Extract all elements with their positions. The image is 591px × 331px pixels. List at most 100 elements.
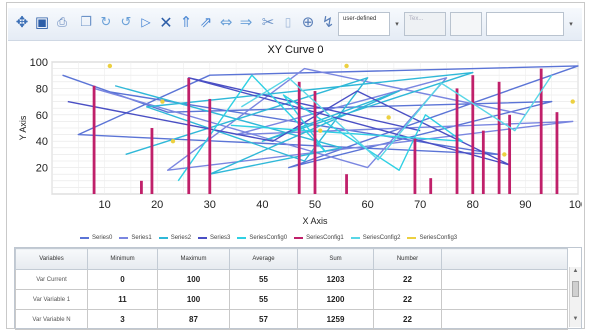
refresh-icon[interactable]: ↻: [100, 14, 112, 30]
close-icon[interactable]: ✕: [159, 12, 173, 32]
print-icon[interactable]: ⎙: [57, 14, 67, 29]
point-SeriesConfig3: [318, 128, 323, 133]
undo-icon[interactable]: ↺: [120, 14, 132, 30]
x-tick-label: 100: [569, 199, 582, 211]
text-select[interactable]: Tex...: [404, 12, 446, 36]
empty-cell: [441, 269, 568, 290]
bar-SeriesConfig1: [539, 68, 543, 194]
column-header[interactable]: Maximum: [157, 248, 230, 270]
text-select-value: Tex...: [409, 16, 424, 22]
legend-item[interactable]: SeriesConfig1: [294, 232, 344, 244]
statistics-table: Variables Minimum Maximum Average Sum Nu…: [14, 247, 582, 330]
legend-swatch: [294, 237, 304, 239]
x-tick-label: 40: [256, 199, 268, 211]
column-header[interactable]: Number: [373, 248, 442, 270]
y-tick-label: 60: [36, 110, 48, 122]
point-SeriesConfig3: [570, 99, 575, 104]
table-row[interactable]: Var Current 0 100 55 1203 22: [15, 269, 568, 290]
average-cell: 57: [229, 309, 298, 330]
curve-type-select[interactable]: user-defined: [338, 12, 390, 36]
point-SeriesConfig3: [170, 139, 176, 144]
color-select[interactable]: [450, 12, 482, 36]
legend-swatch: [407, 237, 417, 239]
table-row[interactable]: Var Variable N 3 87 57 1259 22: [15, 309, 568, 330]
bar-SeriesConfig1: [297, 81, 301, 194]
arrow-up-right-icon[interactable]: ⇗: [199, 13, 213, 31]
number-cell: 22: [373, 269, 442, 290]
variable-cell: Var Variable N: [15, 309, 88, 330]
column-header[interactable]: Variables: [15, 248, 88, 270]
copy-icon[interactable]: ❐: [80, 14, 92, 30]
bar-SeriesConfig1: [313, 91, 317, 194]
curve-type-dropdown-icon[interactable]: ▾: [395, 21, 399, 28]
average-cell: 55: [229, 269, 298, 290]
bar-SeriesConfig1: [471, 75, 475, 194]
option-dropdown-icon[interactable]: ▾: [569, 21, 573, 28]
bar-SeriesConfig1: [208, 98, 212, 194]
legend-item[interactable]: SeriesConfig3: [407, 232, 457, 244]
x-tick-label: 90: [519, 199, 531, 211]
save-icon[interactable]: ▣: [34, 13, 50, 31]
sum-cell: 1259: [297, 309, 374, 330]
legend-label: SeriesConfig2: [362, 235, 401, 241]
x-axis-label: X Axis: [302, 216, 328, 226]
point-SeriesConfig3: [160, 99, 165, 104]
maximum-cell: 100: [157, 289, 230, 310]
legend-label: Series2: [170, 235, 192, 241]
option-select[interactable]: [486, 12, 564, 36]
legend-item[interactable]: Series2: [158, 232, 192, 244]
legend-item[interactable]: Series0: [80, 232, 112, 244]
empty-cell: [441, 289, 568, 310]
scroll-down-icon[interactable]: ▼: [572, 316, 579, 322]
column-header[interactable]: Average: [229, 248, 298, 270]
x-tick-label: 30: [204, 199, 216, 211]
bar-SeriesConfig1: [140, 180, 143, 194]
y-tick-label: 100: [30, 57, 48, 69]
move-right-icon[interactable]: ⇒: [239, 13, 253, 31]
variable-cell: Var Variable 1: [15, 289, 88, 310]
y-tick-label: 80: [36, 83, 48, 95]
table-header-row: Variables Minimum Maximum Average Sum Nu…: [15, 248, 568, 270]
legend-swatch: [80, 237, 89, 239]
table-row[interactable]: Var Variable 1 11 100 55 1200 22: [15, 289, 568, 310]
move-left-icon[interactable]: ⇔: [219, 13, 233, 31]
y-axis-label: Y Axis: [18, 115, 28, 140]
xy-chart[interactable]: 100 80 60 40 20 10 20 30 40 50 60 70 80 90 100 X Axis Y …: [8, 42, 582, 238]
bar-SeriesConfig1: [555, 112, 559, 194]
bar-SeriesConfig1: [150, 128, 154, 194]
x-tick-label: 50: [309, 199, 321, 211]
maximum-cell: 100: [157, 269, 230, 290]
page-icon[interactable]: ▯: [284, 15, 292, 29]
legend-item[interactable]: Series3: [198, 232, 230, 244]
cursor-arrows-icon[interactable]: ✥: [15, 13, 29, 31]
column-header[interactable]: Sum: [297, 248, 374, 270]
legend-item[interactable]: Series1: [119, 232, 152, 244]
sum-cell: 1203: [297, 269, 374, 290]
column-header[interactable]: Minimum: [87, 248, 158, 270]
bar-SeriesConfig1: [481, 130, 485, 194]
curve-icon[interactable]: ↯: [321, 13, 335, 31]
legend-label: SeriesConfig0: [249, 235, 288, 241]
sum-cell: 1200: [297, 289, 374, 310]
legend-item[interactable]: SeriesConfig0: [237, 232, 287, 244]
bar-SeriesConfig1: [508, 114, 512, 194]
legend-swatch: [237, 237, 247, 239]
arrow-up-icon[interactable]: ⇑: [179, 13, 193, 31]
curve-type-value: user-defined: [343, 16, 377, 22]
scissors-icon[interactable]: ✂: [261, 13, 275, 31]
y-tick-label: 40: [36, 136, 48, 148]
legend-swatch: [158, 237, 168, 239]
scroll-thumb[interactable]: [572, 281, 579, 297]
play-icon[interactable]: ▷: [141, 15, 151, 29]
x-tick-label: 80: [467, 199, 479, 211]
scroll-up-icon[interactable]: ▲: [572, 268, 579, 274]
minimum-cell: 3: [87, 309, 158, 330]
legend-item[interactable]: SeriesConfig2: [350, 232, 401, 244]
bar-SeriesConfig1: [429, 178, 433, 194]
legend-label: SeriesConfig3: [419, 235, 458, 241]
legend-label: Series1: [131, 235, 152, 241]
zoom-icon[interactable]: ⊕: [301, 13, 315, 31]
bar-SeriesConfig1: [92, 85, 96, 194]
table-scrollbar[interactable]: ▲ ▼: [569, 267, 581, 327]
series-line-Series2: [114, 71, 474, 175]
